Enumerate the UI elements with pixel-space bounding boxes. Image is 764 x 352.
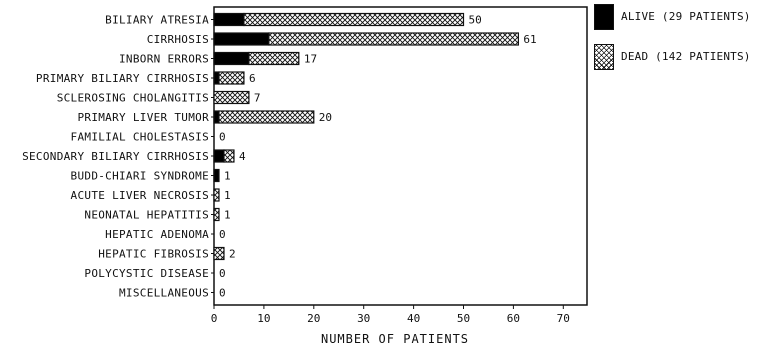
- bar-dead: [213, 246, 225, 261]
- x-axis: 0 10 20 30 40 50 60 70: [211, 305, 570, 325]
- bar-alive: [213, 12, 245, 27]
- total-label: 20: [319, 111, 332, 124]
- category-label: CIRRHOSIS: [147, 33, 209, 46]
- total-label: 0: [219, 267, 226, 280]
- total-label: 6: [249, 72, 256, 85]
- bar-alive: [213, 32, 270, 46]
- legend-label-dead: DEAD (142 PATIENTS): [621, 50, 751, 63]
- legend-swatch-alive: [594, 4, 614, 30]
- category-label: HEPATIC FIBROSIS: [98, 248, 209, 261]
- bar-dead: [243, 12, 465, 27]
- category-label: PRIMARY BILIARY CIRRHOSIS: [36, 72, 209, 85]
- category-label: INBORN ERRORS: [119, 53, 209, 66]
- category-label: MISCELLANEOUS: [119, 287, 209, 300]
- bar-dead: [213, 90, 250, 105]
- bar-alive: [213, 149, 225, 163]
- plot-frame: [213, 6, 588, 306]
- bar-dead: [248, 51, 300, 66]
- total-label: 1: [224, 209, 231, 222]
- legend-label-alive: ALIVE (29 PATIENTS): [621, 10, 751, 23]
- bars: [213, 12, 519, 261]
- category-label: FAMILIAL CHOLESTASIS: [71, 131, 209, 144]
- category-label: SCLEROSING CHOLANGITIS: [57, 92, 209, 105]
- total-label: 7: [254, 92, 261, 105]
- x-tick-label: 10: [257, 312, 270, 325]
- total-label: 50: [469, 14, 482, 27]
- category-label: BILIARY ATRESIA: [105, 14, 209, 27]
- x-tick-label: 20: [307, 312, 320, 325]
- bar-dead: [223, 149, 235, 163]
- total-label: 4: [239, 150, 246, 163]
- category-label: ACUTE LIVER NECROSIS: [71, 189, 209, 202]
- category-label: POLYCYSTIC DISEASE: [84, 267, 209, 280]
- total-label: 17: [304, 53, 317, 66]
- legend-item-dead: DEAD (142 PATIENTS): [594, 44, 762, 72]
- x-tick-label: 70: [557, 312, 570, 325]
- bar-dead: [218, 110, 315, 124]
- total-label: 2: [229, 248, 236, 261]
- legend-item-alive: ALIVE (29 PATIENTS): [594, 4, 762, 32]
- x-tick-label: 50: [457, 312, 470, 325]
- x-tick-label: 0: [211, 312, 218, 325]
- category-label: PRIMARY LIVER TUMOR: [77, 111, 209, 124]
- total-label: 1: [224, 170, 231, 183]
- bar-dead: [218, 71, 245, 85]
- x-tick-label: 30: [357, 312, 370, 325]
- x-tick-label: 60: [507, 312, 520, 325]
- category-label: NEONATAL HEPATITIS: [84, 209, 209, 222]
- category-labels: BILIARY ATRESIA CIRRHOSIS INBORN ERRORS PRI…: [22, 14, 214, 300]
- category-label: SECONDARY BILIARY CIRRHOSIS: [22, 150, 209, 163]
- plot-border: [213, 6, 588, 306]
- legend-swatch-dead: [594, 44, 614, 70]
- legend: ALIVE (29 PATIENTS) DEAD (142 PATIENTS): [594, 4, 762, 70]
- total-label: 1: [224, 189, 231, 202]
- bar-dead: [213, 207, 220, 222]
- bar-alive: [213, 71, 220, 85]
- bar-dead: [213, 188, 220, 202]
- x-tick-label: 40: [407, 312, 420, 325]
- bar-dead: [268, 32, 519, 46]
- total-label: 0: [219, 287, 226, 300]
- x-axis-title: NUMBER OF PATIENTS: [321, 332, 469, 346]
- bar-alive: [213, 110, 220, 124]
- total-label: 61: [523, 33, 536, 46]
- total-label: 0: [219, 131, 226, 144]
- category-label: BUDD-CHIARI SYNDROME: [71, 170, 209, 183]
- category-label: HEPATIC ADENOMA: [105, 228, 209, 241]
- total-label: 0: [219, 228, 226, 241]
- bar-alive: [213, 51, 250, 66]
- bar-alive: [213, 168, 220, 183]
